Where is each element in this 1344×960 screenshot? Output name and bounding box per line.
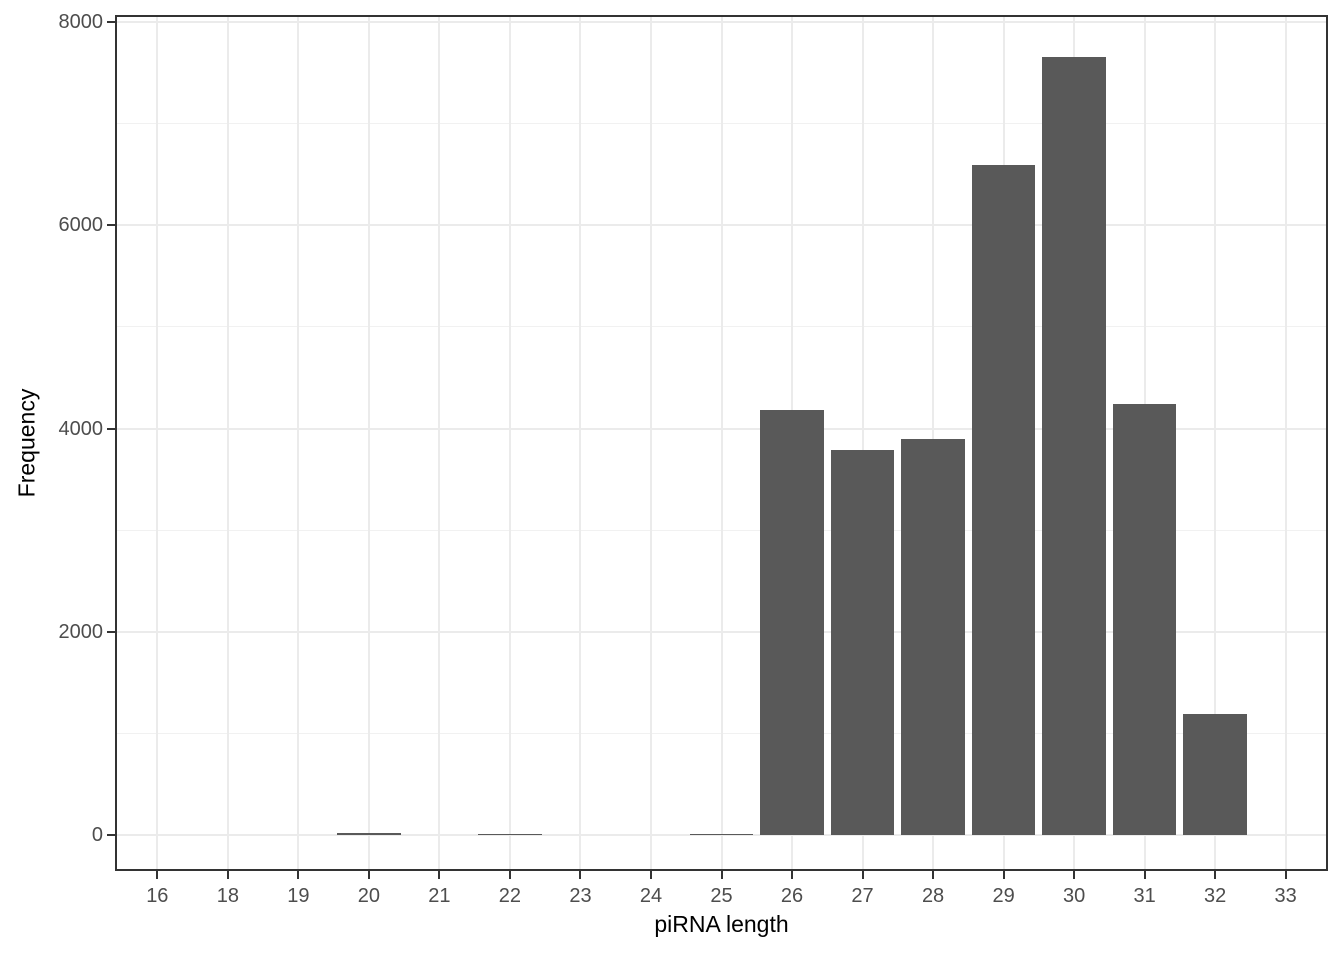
gridline-major-vertical [649,17,652,869]
gridline-major-vertical [1284,17,1287,869]
bar [1183,714,1247,835]
gridline-major-vertical [297,17,300,869]
x-tick-mark [156,871,159,879]
x-tick-mark [226,871,229,879]
x-tick-label: 28 [921,885,945,907]
x-tick-label: 20 [357,885,380,907]
bar [689,833,754,835]
x-tick-mark [649,871,652,879]
x-tick-label: 33 [1274,885,1297,907]
x-tick-label: 21 [428,885,451,907]
bar [1112,404,1177,835]
x-tick-mark [1073,871,1076,879]
y-tick-label: 6000 [58,214,104,237]
x-tick-mark [508,871,511,879]
x-tick-label: 23 [569,885,592,907]
gridline-major-vertical [367,17,370,869]
bar [760,410,824,835]
gridline-major-vertical [579,17,582,869]
y-tick-mark [107,427,115,430]
x-tick-mark [297,871,300,879]
x-tick-mark [932,871,935,879]
y-tick-label: 0 [91,824,103,846]
y-tick-label: 4000 [58,417,104,440]
x-axis-title: piRNA length [654,911,789,937]
x-tick-mark [438,871,441,879]
bar [901,438,965,835]
x-tick-mark [720,871,723,879]
gridline-major-vertical [861,17,864,869]
x-tick-label: 30 [1062,885,1086,907]
bar [971,165,1036,835]
x-tick-label: 16 [146,885,169,907]
gridline-major-vertical [226,17,229,869]
x-tick-label: 25 [710,885,733,907]
x-tick-mark [1143,871,1146,879]
y-tick-mark [107,834,115,836]
plot-panel [115,15,1328,871]
gridline-major-vertical [1214,17,1217,869]
x-tick-mark [1002,871,1005,879]
y-tick-label: 8000 [58,11,104,33]
x-tick-mark [367,871,370,879]
bar [478,833,542,835]
x-tick-label: 27 [851,885,874,907]
y-tick-mark [107,224,115,227]
gridline-major-vertical [438,17,441,869]
bar [337,833,401,835]
gridline-major-vertical [156,17,159,869]
y-tick-label: 2000 [58,620,104,643]
x-tick-label: 32 [1204,885,1227,907]
x-tick-label: 22 [498,885,522,907]
x-tick-mark [1284,871,1287,879]
y-tick-mark [107,21,115,23]
x-tick-label: 31 [1133,885,1156,907]
x-tick-mark [861,871,864,879]
x-tick-label: 26 [780,885,804,907]
x-tick-label: 29 [992,885,1015,907]
gridline-major-vertical [508,17,511,869]
bar [830,449,895,835]
bar [1042,56,1106,835]
y-axis-title: Frequency [13,388,40,498]
gridline-major-vertical [720,17,723,869]
y-tick-mark [107,630,115,633]
x-tick-mark [791,871,794,879]
x-tick-label: 18 [216,885,239,907]
x-tick-label: 24 [639,885,663,907]
x-tick-label: 19 [287,885,310,907]
x-tick-mark [1214,871,1217,879]
x-tick-mark [579,871,582,879]
